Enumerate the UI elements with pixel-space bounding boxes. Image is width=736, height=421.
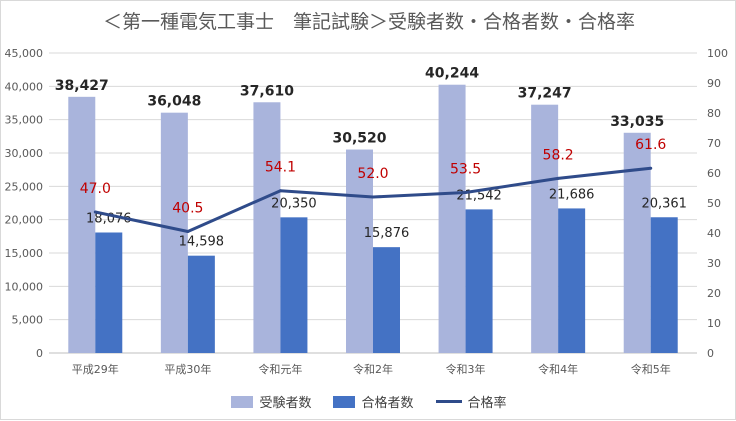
legend: 受験者数 合格者数 合格率 — [1, 392, 736, 411]
left-axis-tick-label: 40,000 — [5, 80, 44, 93]
x-axis-category-label: 令和3年 — [446, 362, 486, 376]
left-axis-tick-label: 45,000 — [5, 47, 44, 60]
legend-swatch-passers — [333, 395, 356, 408]
legend-swatch-applicants — [231, 395, 254, 408]
left-axis-tick-label: 0 — [36, 347, 43, 360]
bar-applicants — [438, 84, 466, 353]
right-axis-tick-label: 0 — [707, 347, 714, 360]
right-axis-tick-label: 90 — [707, 77, 721, 90]
data-label-applicants: 37,247 — [518, 86, 572, 102]
data-label-pass-rate: 61.6 — [635, 137, 666, 153]
right-axis-tick-label: 20 — [707, 287, 721, 300]
bar-passers — [650, 217, 678, 353]
data-label-passers: 20,361 — [641, 196, 687, 211]
point-pass-rate — [93, 210, 97, 214]
x-axis-category-label: 平成29年 — [72, 362, 119, 376]
bar-passers — [280, 217, 308, 353]
data-label-pass-rate: 47.0 — [80, 181, 111, 197]
data-label-passers: 14,598 — [179, 235, 225, 250]
data-label-pass-rate: 40.5 — [172, 201, 203, 217]
left-axis-tick-label: 30,000 — [5, 147, 44, 160]
legend-label-passers: 合格者数 — [361, 396, 414, 411]
x-axis-category-label: 令和元年 — [258, 362, 302, 376]
right-axis-tick-label: 40 — [707, 227, 721, 240]
left-axis-tick-label: 35,000 — [5, 114, 44, 127]
left-axis-tick-label: 10,000 — [5, 280, 44, 293]
bar-passers — [558, 208, 586, 353]
legend-item-applicants: 受験者数 — [231, 392, 311, 411]
left-axis-tick-label: 5,000 — [12, 314, 44, 327]
bar-passers — [187, 255, 215, 353]
legend-label-applicants: 受験者数 — [259, 396, 312, 411]
data-label-passers: 15,876 — [364, 226, 410, 241]
data-label-applicants: 38,427 — [55, 78, 109, 94]
data-label-passers: 20,350 — [271, 196, 317, 211]
legend-item-rate: 合格率 — [435, 392, 507, 411]
bar-applicants — [253, 102, 281, 354]
data-label-passers: 21,686 — [549, 187, 595, 202]
right-axis-tick-label: 80 — [707, 107, 721, 120]
point-pass-rate — [278, 189, 282, 193]
bar-applicants — [623, 132, 651, 353]
data-label-pass-rate: 53.5 — [450, 162, 481, 178]
legend-item-passers: 合格者数 — [333, 392, 414, 411]
bar-applicants — [346, 149, 373, 353]
left-axis-tick-label: 25,000 — [5, 180, 44, 193]
right-axis-tick-label: 30 — [707, 257, 721, 270]
bar-passers — [373, 247, 400, 353]
data-label-applicants: 30,520 — [332, 131, 386, 147]
point-pass-rate — [556, 176, 560, 180]
point-pass-rate — [649, 166, 653, 170]
data-label-pass-rate: 54.1 — [265, 160, 296, 176]
legend-swatch-rate — [435, 400, 462, 403]
data-label-pass-rate: 52.0 — [357, 166, 388, 182]
right-axis-tick-label: 50 — [707, 197, 721, 210]
bar-applicants — [160, 112, 188, 354]
point-pass-rate — [371, 195, 375, 199]
left-axis-tick-label: 20,000 — [5, 214, 44, 227]
right-axis-tick-label: 60 — [707, 167, 721, 180]
chart-title: ＜第一種電気工事士 筆記試験＞受験者数・合格者数・合格率 — [102, 11, 635, 33]
data-label-applicants: 40,244 — [425, 66, 479, 82]
right-axis-tick-label: 70 — [707, 137, 721, 150]
right-axis-tick-label: 100 — [707, 47, 728, 60]
left-axis-tick-label: 15,000 — [5, 247, 44, 260]
bar-applicants — [531, 104, 559, 353]
data-label-pass-rate: 58.2 — [543, 147, 574, 163]
bar-passers — [95, 232, 123, 353]
data-label-applicants: 37,610 — [240, 83, 294, 99]
x-axis-category-label: 令和5年 — [631, 362, 671, 376]
legend-label-rate: 合格率 — [467, 396, 507, 411]
data-label-passers: 18,076 — [86, 211, 132, 226]
x-axis-category-label: 令和4年 — [538, 362, 578, 376]
point-pass-rate — [186, 230, 190, 233]
point-pass-rate — [464, 191, 468, 194]
x-axis-category-label: 平成30年 — [164, 362, 211, 376]
bar-applicants — [68, 96, 96, 353]
data-label-applicants: 36,048 — [147, 94, 201, 110]
x-axis-category-label: 令和2年 — [353, 362, 393, 376]
data-label-applicants: 33,035 — [610, 114, 664, 130]
bar-passers — [465, 209, 493, 353]
right-axis-tick-label: 10 — [707, 317, 721, 330]
